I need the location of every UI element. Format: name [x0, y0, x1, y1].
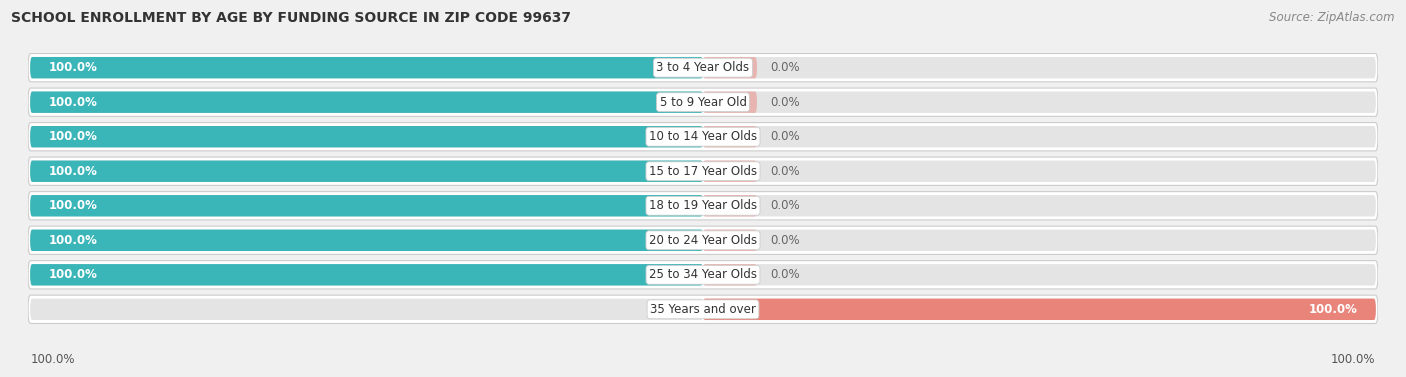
FancyBboxPatch shape [703, 230, 1376, 251]
FancyBboxPatch shape [703, 299, 1376, 320]
FancyBboxPatch shape [703, 161, 1376, 182]
Text: 15 to 17 Year Olds: 15 to 17 Year Olds [650, 165, 756, 178]
Text: SCHOOL ENROLLMENT BY AGE BY FUNDING SOURCE IN ZIP CODE 99637: SCHOOL ENROLLMENT BY AGE BY FUNDING SOUR… [11, 11, 571, 25]
FancyBboxPatch shape [30, 57, 703, 78]
FancyBboxPatch shape [30, 161, 703, 182]
Text: 20 to 24 Year Olds: 20 to 24 Year Olds [650, 234, 756, 247]
FancyBboxPatch shape [703, 92, 1376, 113]
FancyBboxPatch shape [703, 161, 756, 182]
Text: 0.0%: 0.0% [770, 165, 800, 178]
FancyBboxPatch shape [703, 57, 1376, 78]
Text: 35 Years and over: 35 Years and over [650, 303, 756, 316]
Text: 100.0%: 100.0% [48, 199, 97, 212]
FancyBboxPatch shape [30, 195, 703, 216]
Text: 10 to 14 Year Olds: 10 to 14 Year Olds [650, 130, 756, 143]
FancyBboxPatch shape [703, 230, 756, 251]
Text: 100.0%: 100.0% [1330, 353, 1375, 366]
Text: 0.0%: 0.0% [654, 303, 683, 316]
FancyBboxPatch shape [28, 88, 1378, 116]
Text: 100.0%: 100.0% [48, 268, 97, 281]
FancyBboxPatch shape [703, 126, 756, 147]
FancyBboxPatch shape [30, 195, 703, 216]
FancyBboxPatch shape [28, 192, 1378, 220]
Text: Source: ZipAtlas.com: Source: ZipAtlas.com [1270, 11, 1395, 24]
FancyBboxPatch shape [28, 226, 1378, 254]
FancyBboxPatch shape [30, 299, 703, 320]
Text: 25 to 34 Year Olds: 25 to 34 Year Olds [650, 268, 756, 281]
Text: 100.0%: 100.0% [48, 234, 97, 247]
FancyBboxPatch shape [30, 161, 703, 182]
FancyBboxPatch shape [703, 92, 756, 113]
FancyBboxPatch shape [30, 57, 703, 78]
FancyBboxPatch shape [30, 126, 703, 147]
FancyBboxPatch shape [30, 230, 703, 251]
FancyBboxPatch shape [30, 264, 703, 285]
Text: 18 to 19 Year Olds: 18 to 19 Year Olds [650, 199, 756, 212]
FancyBboxPatch shape [703, 195, 756, 216]
Text: 0.0%: 0.0% [770, 130, 800, 143]
Text: 3 to 4 Year Olds: 3 to 4 Year Olds [657, 61, 749, 74]
FancyBboxPatch shape [703, 299, 1376, 320]
FancyBboxPatch shape [28, 261, 1378, 289]
FancyBboxPatch shape [703, 195, 1376, 216]
Text: 0.0%: 0.0% [770, 199, 800, 212]
FancyBboxPatch shape [28, 54, 1378, 82]
FancyBboxPatch shape [30, 92, 703, 113]
Text: 100.0%: 100.0% [48, 130, 97, 143]
FancyBboxPatch shape [703, 57, 756, 78]
FancyBboxPatch shape [703, 264, 1376, 285]
Text: 0.0%: 0.0% [770, 96, 800, 109]
Text: 0.0%: 0.0% [770, 234, 800, 247]
FancyBboxPatch shape [703, 264, 756, 285]
FancyBboxPatch shape [30, 92, 703, 113]
Text: 5 to 9 Year Old: 5 to 9 Year Old [659, 96, 747, 109]
FancyBboxPatch shape [28, 295, 1378, 323]
FancyBboxPatch shape [30, 126, 703, 147]
Text: 100.0%: 100.0% [48, 96, 97, 109]
Text: 100.0%: 100.0% [31, 353, 76, 366]
FancyBboxPatch shape [28, 123, 1378, 151]
FancyBboxPatch shape [703, 126, 1376, 147]
FancyBboxPatch shape [28, 157, 1378, 185]
Text: 100.0%: 100.0% [48, 165, 97, 178]
Text: 0.0%: 0.0% [770, 268, 800, 281]
Text: 100.0%: 100.0% [48, 61, 97, 74]
Text: 100.0%: 100.0% [1309, 303, 1358, 316]
FancyBboxPatch shape [30, 230, 703, 251]
FancyBboxPatch shape [30, 264, 703, 285]
Text: 0.0%: 0.0% [770, 61, 800, 74]
